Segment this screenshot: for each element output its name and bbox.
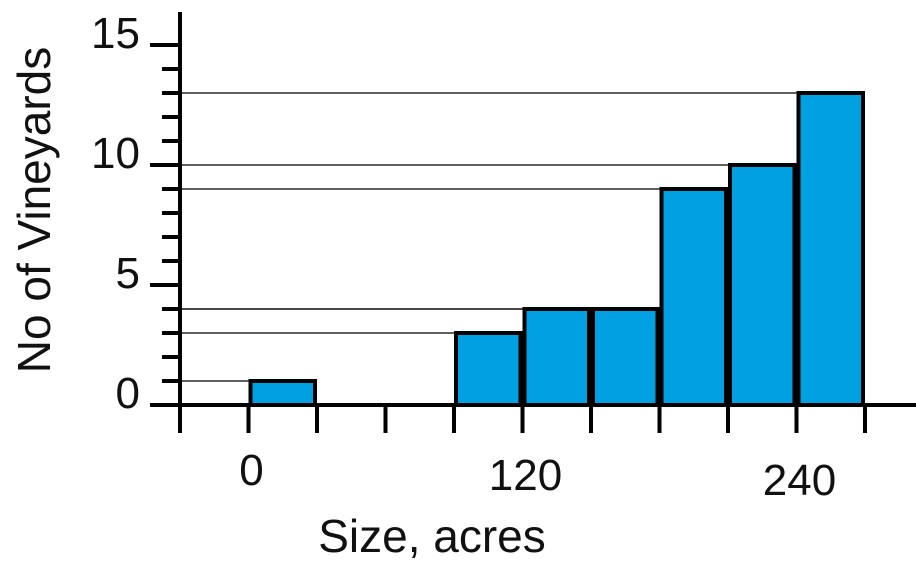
x-axis-title: Size, acres: [318, 510, 546, 562]
y-tick-label: 0: [116, 369, 140, 418]
y-tick-label: 10: [91, 129, 140, 178]
y-tick-label: 15: [91, 9, 140, 58]
bar: [796, 91, 865, 407]
y-axis-title: No of Vineyards: [8, 47, 60, 373]
bar: [248, 379, 317, 407]
x-tick-label: 240: [763, 456, 836, 505]
y-tick-label: 5: [116, 249, 140, 298]
bar: [454, 331, 523, 407]
bar: [522, 307, 591, 407]
x-tick-label: 0: [239, 446, 263, 495]
bar: [659, 187, 728, 407]
bar: [591, 307, 660, 407]
bar: [728, 163, 797, 407]
x-tick-label: 120: [489, 451, 562, 500]
